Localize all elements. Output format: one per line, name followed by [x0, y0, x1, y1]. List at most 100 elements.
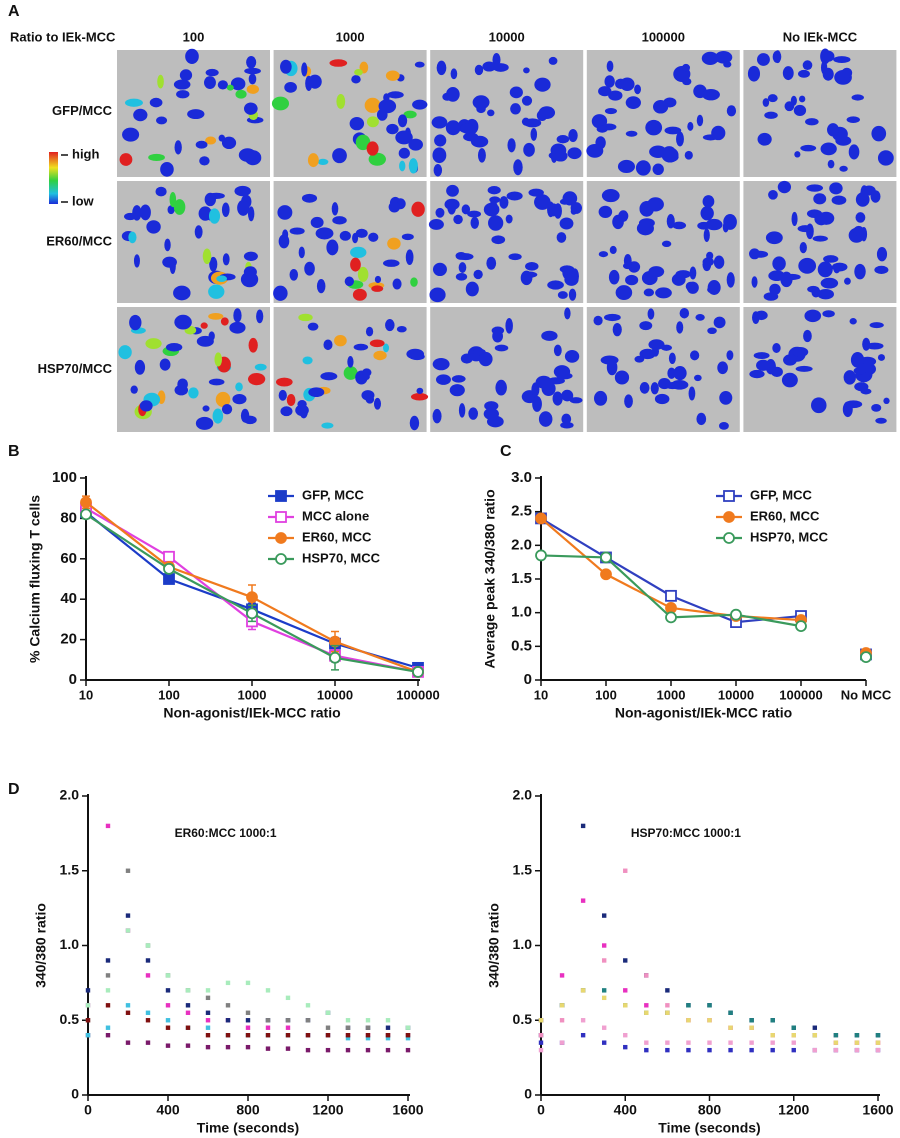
- marker: [225, 1003, 231, 1008]
- cell: [214, 352, 223, 367]
- marker: [285, 1025, 291, 1030]
- cell: [148, 153, 165, 162]
- marker: [163, 573, 175, 585]
- cell: [556, 134, 570, 144]
- cell: [217, 80, 228, 90]
- cell: [639, 200, 654, 217]
- marker: [185, 988, 191, 993]
- cell: [672, 221, 687, 230]
- cell: [564, 273, 579, 286]
- cell: [505, 214, 513, 224]
- cell: [625, 96, 641, 109]
- cell: [343, 366, 358, 380]
- marker: [535, 512, 547, 525]
- marker: [163, 563, 175, 575]
- cell: [523, 142, 535, 157]
- marker: [707, 1047, 712, 1053]
- cell: [849, 318, 857, 325]
- cell: [667, 367, 676, 379]
- legend-marker: [275, 532, 287, 544]
- marker: [707, 1003, 712, 1008]
- cell: [557, 291, 568, 299]
- cell: [851, 94, 864, 101]
- cell: [488, 215, 504, 231]
- cell: [869, 322, 884, 329]
- y-tick-label: 0.5: [511, 637, 532, 654]
- cell: [794, 151, 801, 158]
- cell: [561, 389, 574, 402]
- y-tick-label: 1.5: [60, 861, 80, 877]
- cell: [478, 351, 493, 367]
- cell: [240, 271, 259, 288]
- cell: [373, 397, 382, 410]
- y-tick-label: 2.5: [511, 503, 532, 520]
- cell: [831, 262, 848, 272]
- marker: [665, 988, 670, 993]
- cell: [352, 288, 367, 301]
- marker: [791, 1033, 796, 1038]
- cell: [817, 289, 834, 300]
- cell: [693, 374, 702, 382]
- column-header: 100: [183, 29, 205, 44]
- cell: [401, 233, 414, 241]
- cell: [569, 397, 583, 404]
- cell: [301, 62, 308, 77]
- cell: [492, 63, 509, 72]
- x-tick-label: 100000: [779, 687, 822, 702]
- cell: [205, 68, 219, 77]
- cell: [411, 201, 425, 217]
- y-tick-label: 0: [524, 1086, 532, 1102]
- cell: [248, 337, 258, 353]
- y-tick-label: 40: [60, 590, 77, 607]
- panel-label: A: [8, 3, 20, 20]
- marker: [105, 958, 111, 963]
- cell: [157, 74, 164, 89]
- cell: [615, 285, 633, 300]
- cell: [774, 50, 781, 64]
- cell: [639, 382, 650, 394]
- cell: [703, 228, 710, 243]
- marker: [538, 1047, 544, 1053]
- cell: [410, 277, 418, 287]
- cell: [792, 346, 809, 357]
- cell: [614, 370, 630, 385]
- cell: [870, 190, 881, 203]
- cell: [431, 116, 448, 129]
- cell: [365, 395, 375, 404]
- cell: [298, 313, 313, 322]
- cell: [139, 400, 153, 412]
- cell: [133, 108, 148, 122]
- cell: [769, 283, 781, 296]
- cell: [472, 348, 486, 356]
- marker: [812, 1047, 818, 1053]
- x-tick-label: 0: [537, 1102, 545, 1118]
- cell: [690, 350, 700, 361]
- cell: [625, 274, 639, 286]
- cell: [194, 225, 203, 239]
- cell: [308, 387, 325, 398]
- cell: [673, 366, 687, 381]
- cell: [505, 317, 513, 334]
- cell: [235, 382, 243, 392]
- cell: [508, 253, 522, 261]
- cell: [332, 148, 347, 164]
- cell: [556, 232, 567, 243]
- marker: [405, 1035, 411, 1041]
- cell: [301, 193, 318, 203]
- cell: [570, 208, 577, 215]
- marker: [185, 1003, 191, 1008]
- cell: [399, 160, 406, 172]
- cell: [118, 345, 132, 360]
- cell: [383, 343, 390, 353]
- cell: [702, 195, 715, 208]
- marker: [185, 1010, 191, 1015]
- cell: [494, 344, 509, 352]
- marker: [165, 973, 171, 978]
- cell: [414, 61, 425, 68]
- y-tick-label: 1.5: [511, 570, 532, 587]
- cell: [353, 343, 369, 351]
- marker: [365, 1047, 371, 1053]
- cell: [798, 95, 806, 103]
- marker: [85, 1018, 91, 1023]
- cell: [149, 97, 163, 108]
